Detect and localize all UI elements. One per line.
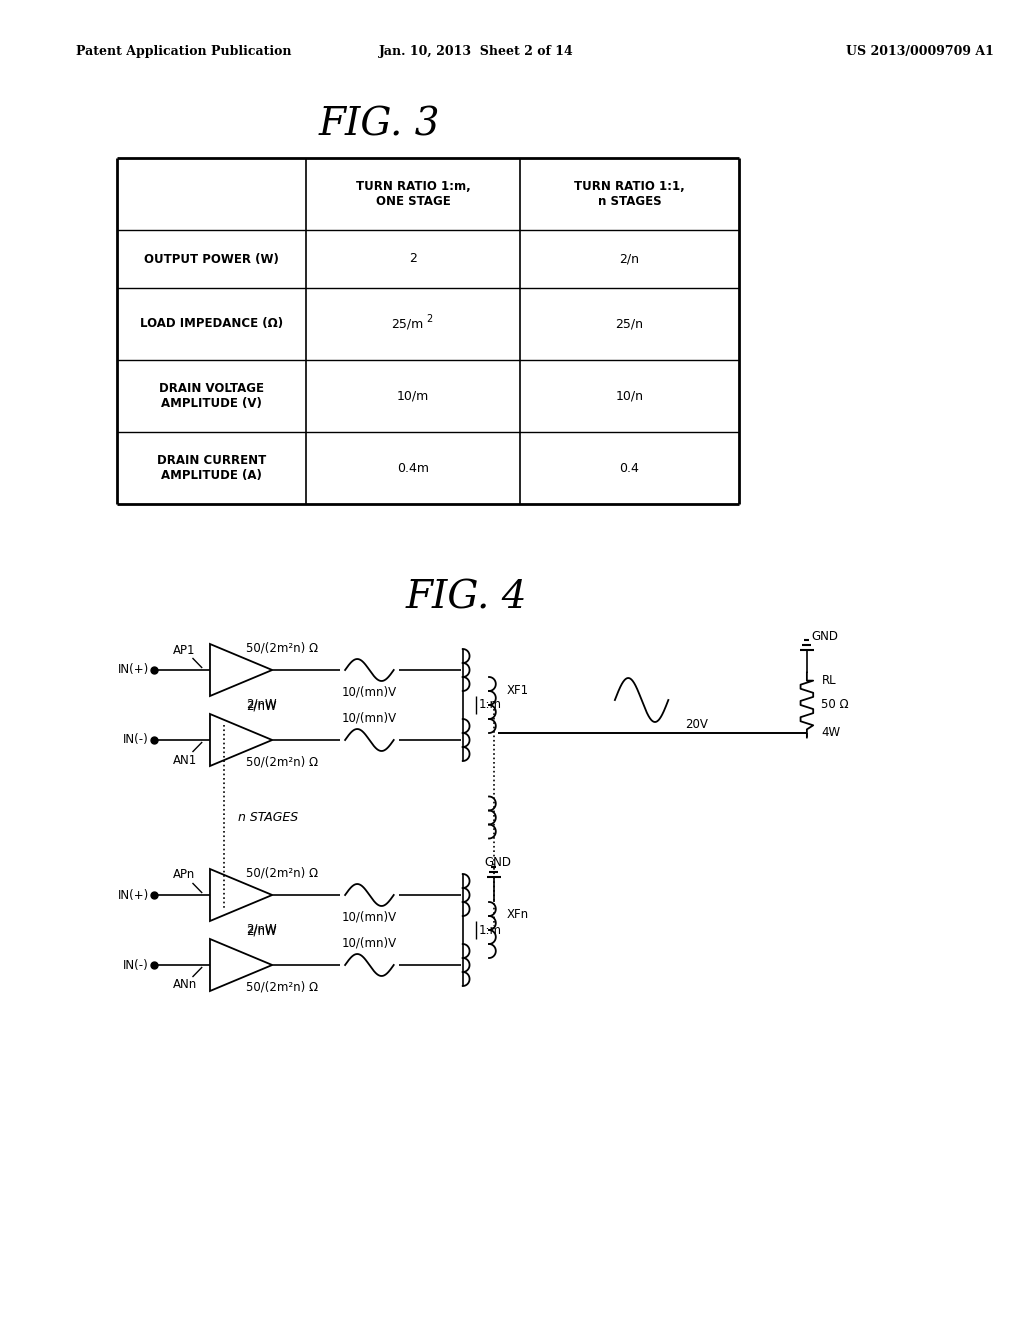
Text: IN(+): IN(+) xyxy=(118,664,148,676)
Text: GND: GND xyxy=(812,631,839,644)
Text: XF1: XF1 xyxy=(507,684,528,697)
Text: 10/(mn)V: 10/(mn)V xyxy=(342,711,397,725)
Text: 50/(2m²n) Ω: 50/(2m²n) Ω xyxy=(246,866,318,879)
Text: 2/nW: 2/nW xyxy=(246,923,276,936)
Text: 25/n: 25/n xyxy=(615,318,643,330)
Text: 2/nW: 2/nW xyxy=(246,697,276,710)
Text: n STAGES: n STAGES xyxy=(239,810,298,824)
Text: 2/n: 2/n xyxy=(620,252,639,265)
Text: 2: 2 xyxy=(410,252,417,265)
Text: Patent Application Publication: Patent Application Publication xyxy=(76,45,291,58)
Text: 20V: 20V xyxy=(685,718,709,731)
Text: APn: APn xyxy=(173,869,196,882)
Text: DRAIN CURRENT
AMPLITUDE (A): DRAIN CURRENT AMPLITUDE (A) xyxy=(157,454,266,482)
Text: 50/(2m²n) Ω: 50/(2m²n) Ω xyxy=(246,981,318,994)
Text: 10/(mn)V: 10/(mn)V xyxy=(342,936,397,949)
Text: 2/nW: 2/nW xyxy=(246,924,276,937)
Text: IN(-): IN(-) xyxy=(123,958,148,972)
Text: 50/(2m²n) Ω: 50/(2m²n) Ω xyxy=(246,755,318,768)
Text: LOAD IMPEDANCE (Ω): LOAD IMPEDANCE (Ω) xyxy=(140,318,283,330)
Text: RL: RL xyxy=(821,673,836,686)
Text: 25/m: 25/m xyxy=(391,318,424,330)
Text: GND: GND xyxy=(484,855,511,869)
Text: 10/(mn)V: 10/(mn)V xyxy=(342,685,397,698)
Text: 4W: 4W xyxy=(821,726,841,739)
Text: 10/m: 10/m xyxy=(397,389,429,403)
Text: 2: 2 xyxy=(426,314,432,323)
Text: 10/(mn)V: 10/(mn)V xyxy=(342,911,397,924)
Text: OUTPUT POWER (W): OUTPUT POWER (W) xyxy=(144,252,279,265)
Text: 0.4: 0.4 xyxy=(620,462,639,474)
Text: DRAIN VOLTAGE
AMPLITUDE (V): DRAIN VOLTAGE AMPLITUDE (V) xyxy=(159,381,264,411)
Text: IN(+): IN(+) xyxy=(118,888,148,902)
Text: 50 Ω: 50 Ω xyxy=(821,698,849,711)
Text: 0.4m: 0.4m xyxy=(397,462,429,474)
Text: 10/n: 10/n xyxy=(615,389,643,403)
Text: AN1: AN1 xyxy=(173,754,198,767)
Text: FIG. 3: FIG. 3 xyxy=(318,107,440,144)
Text: Jan. 10, 2013  Sheet 2 of 14: Jan. 10, 2013 Sheet 2 of 14 xyxy=(379,45,573,58)
Text: 50/(2m²n) Ω: 50/(2m²n) Ω xyxy=(246,642,318,655)
Text: IN(-): IN(-) xyxy=(123,734,148,747)
Text: AP1: AP1 xyxy=(173,644,196,656)
Text: FIG. 4: FIG. 4 xyxy=(406,579,527,616)
Text: ANn: ANn xyxy=(173,978,198,991)
Text: US 2013/0009709 A1: US 2013/0009709 A1 xyxy=(846,45,993,58)
Text: TURN RATIO 1:m,
ONE STAGE: TURN RATIO 1:m, ONE STAGE xyxy=(355,180,471,209)
Text: XFn: XFn xyxy=(507,908,528,921)
Text: TURN RATIO 1:1,
n STAGES: TURN RATIO 1:1, n STAGES xyxy=(574,180,685,209)
Text: 2/nW: 2/nW xyxy=(246,700,276,713)
Text: 1:m: 1:m xyxy=(478,924,502,936)
Text: 1:m: 1:m xyxy=(478,698,502,711)
